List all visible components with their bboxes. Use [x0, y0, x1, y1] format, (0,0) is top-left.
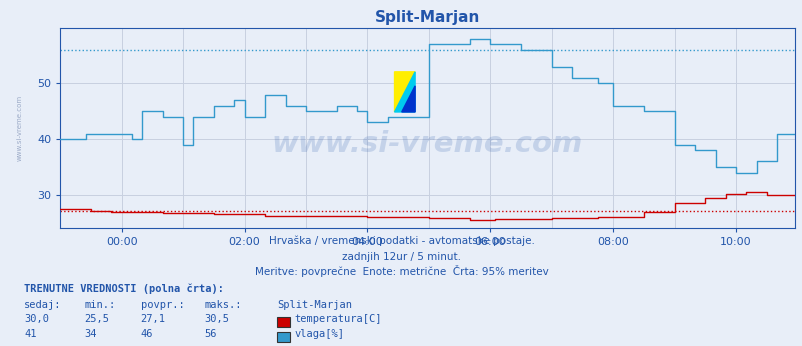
Polygon shape	[394, 72, 415, 112]
Text: TRENUTNE VREDNOSTI (polna črta):: TRENUTNE VREDNOSTI (polna črta):	[24, 284, 224, 294]
Text: Split-Marjan: Split-Marjan	[277, 300, 351, 310]
Polygon shape	[401, 86, 415, 112]
Text: 41: 41	[24, 329, 37, 339]
Text: maks.:: maks.:	[205, 300, 242, 310]
Text: sedaj:: sedaj:	[24, 300, 62, 310]
Text: Meritve: povprečne  Enote: metrične  Črta: 95% meritev: Meritve: povprečne Enote: metrične Črta:…	[254, 265, 548, 277]
Title: Split-Marjan: Split-Marjan	[375, 10, 480, 25]
Text: temperatura[C]: temperatura[C]	[294, 315, 382, 325]
Text: 30,5: 30,5	[205, 315, 229, 325]
Polygon shape	[394, 72, 415, 112]
Text: www.si-vreme.com: www.si-vreme.com	[17, 95, 22, 161]
Text: 25,5: 25,5	[84, 315, 109, 325]
Text: www.si-vreme.com: www.si-vreme.com	[272, 130, 582, 158]
Text: 30,0: 30,0	[24, 315, 49, 325]
Text: 46: 46	[140, 329, 153, 339]
Text: min.:: min.:	[84, 300, 115, 310]
Text: Hrvaška / vremenski podatki - avtomatske postaje.: Hrvaška / vremenski podatki - avtomatske…	[268, 235, 534, 246]
Text: 27,1: 27,1	[140, 315, 165, 325]
Text: vlaga[%]: vlaga[%]	[294, 329, 344, 339]
Text: zadnjih 12ur / 5 minut.: zadnjih 12ur / 5 minut.	[342, 252, 460, 262]
Text: povpr.:: povpr.:	[140, 300, 184, 310]
Text: 56: 56	[205, 329, 217, 339]
Text: 34: 34	[84, 329, 97, 339]
